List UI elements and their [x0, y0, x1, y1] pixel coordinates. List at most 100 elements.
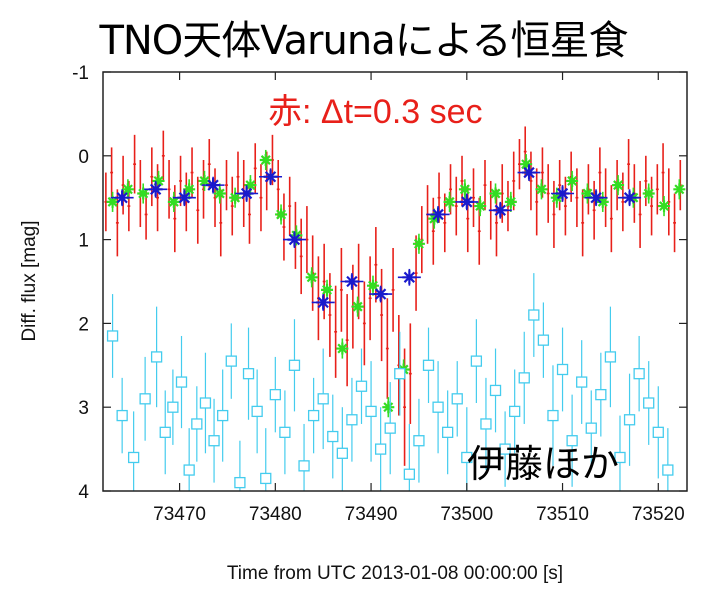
data-point: [317, 348, 329, 450]
data-point: [336, 407, 348, 491]
data-point: [451, 361, 463, 437]
data-point: [563, 176, 567, 236]
data-point: [385, 298, 389, 399]
star-marker: [673, 183, 686, 196]
square-marker: [365, 405, 377, 418]
star-marker: [474, 200, 487, 213]
slide-title: TNO天体Varunaによる恒星食: [99, 18, 628, 64]
data-point: [127, 411, 140, 491]
star-marker: [213, 187, 226, 200]
star-marker: [581, 187, 594, 200]
data-point: [167, 191, 180, 212]
square-marker: [260, 472, 272, 485]
square-marker: [346, 414, 358, 426]
data-point: [144, 180, 168, 198]
star-marker: [305, 271, 318, 284]
square-marker: [489, 384, 502, 397]
data-point: [213, 183, 226, 204]
data-point: [535, 179, 548, 200]
data-point: [517, 164, 541, 181]
data-point: [191, 386, 203, 462]
data-point: [442, 390, 454, 475]
star-marker: [137, 187, 150, 200]
data-point: [336, 338, 349, 359]
square-marker: [518, 372, 530, 384]
square-marker: [139, 393, 151, 405]
data-point: [133, 134, 137, 194]
data-point: [269, 356, 281, 433]
data-point: [298, 423, 310, 491]
square-marker: [432, 401, 444, 413]
star-marker: [642, 187, 655, 200]
square-marker: [451, 393, 463, 405]
data-point: [575, 168, 579, 228]
square-marker: [327, 430, 339, 443]
data-point: [431, 197, 435, 265]
data-point: [334, 285, 338, 378]
x-tick-label: 73510: [536, 504, 589, 525]
square-marker: [217, 409, 229, 422]
square-marker: [384, 422, 396, 434]
square-marker: [355, 380, 368, 392]
data-point: [643, 361, 655, 445]
square-marker: [279, 426, 291, 438]
square-marker: [528, 309, 540, 321]
square-marker: [116, 409, 128, 422]
data-point: [627, 139, 631, 190]
data-point: [307, 377, 320, 454]
data-point: [384, 382, 396, 475]
data-point: [172, 189, 196, 207]
star-marker: [373, 287, 388, 302]
data-point: [662, 428, 674, 491]
data-point: [546, 164, 550, 223]
data-point: [339, 247, 343, 332]
data-point: [225, 323, 237, 399]
star-marker: [351, 300, 364, 313]
square-marker: [662, 464, 674, 476]
data-point: [504, 191, 517, 212]
data-point: [558, 159, 562, 211]
data-point: [391, 247, 395, 332]
data-point: [518, 331, 530, 424]
data-point: [139, 356, 151, 441]
data-point: [495, 189, 498, 257]
data-point: [470, 319, 483, 404]
data-point: [655, 164, 659, 215]
star-marker: [275, 208, 288, 221]
data-point: [642, 183, 655, 204]
y-tick-label: 3: [78, 398, 89, 419]
star-marker: [504, 195, 517, 208]
star-marker: [566, 174, 579, 187]
data-point: [106, 294, 119, 378]
data-point: [346, 377, 358, 462]
star-marker: [229, 191, 242, 204]
series-cyan: [106, 273, 674, 491]
data-point: [208, 398, 220, 483]
square-marker: [547, 409, 559, 422]
data-point: [311, 294, 335, 311]
data-point: [489, 183, 502, 204]
star-marker: [121, 183, 134, 196]
data-point: [340, 273, 364, 290]
data-point: [604, 306, 617, 408]
data-point: [598, 147, 602, 198]
data-point: [251, 369, 263, 454]
data-point: [369, 285, 393, 303]
x-tick-label: 73520: [632, 504, 685, 525]
data-point: [394, 331, 406, 416]
data-point: [474, 196, 487, 217]
square-marker: [225, 355, 237, 367]
star-marker: [106, 195, 119, 208]
data-point: [537, 302, 550, 378]
data-point: [483, 159, 487, 211]
data-point: [480, 377, 492, 471]
data-point: [576, 340, 588, 424]
data-point: [528, 273, 540, 357]
data-point: [454, 176, 458, 236]
data-point: [366, 275, 379, 296]
data-point: [650, 176, 654, 236]
square-marker: [566, 435, 578, 447]
data-point: [397, 268, 421, 286]
square-marker: [480, 418, 492, 430]
square-marker: [106, 330, 119, 342]
